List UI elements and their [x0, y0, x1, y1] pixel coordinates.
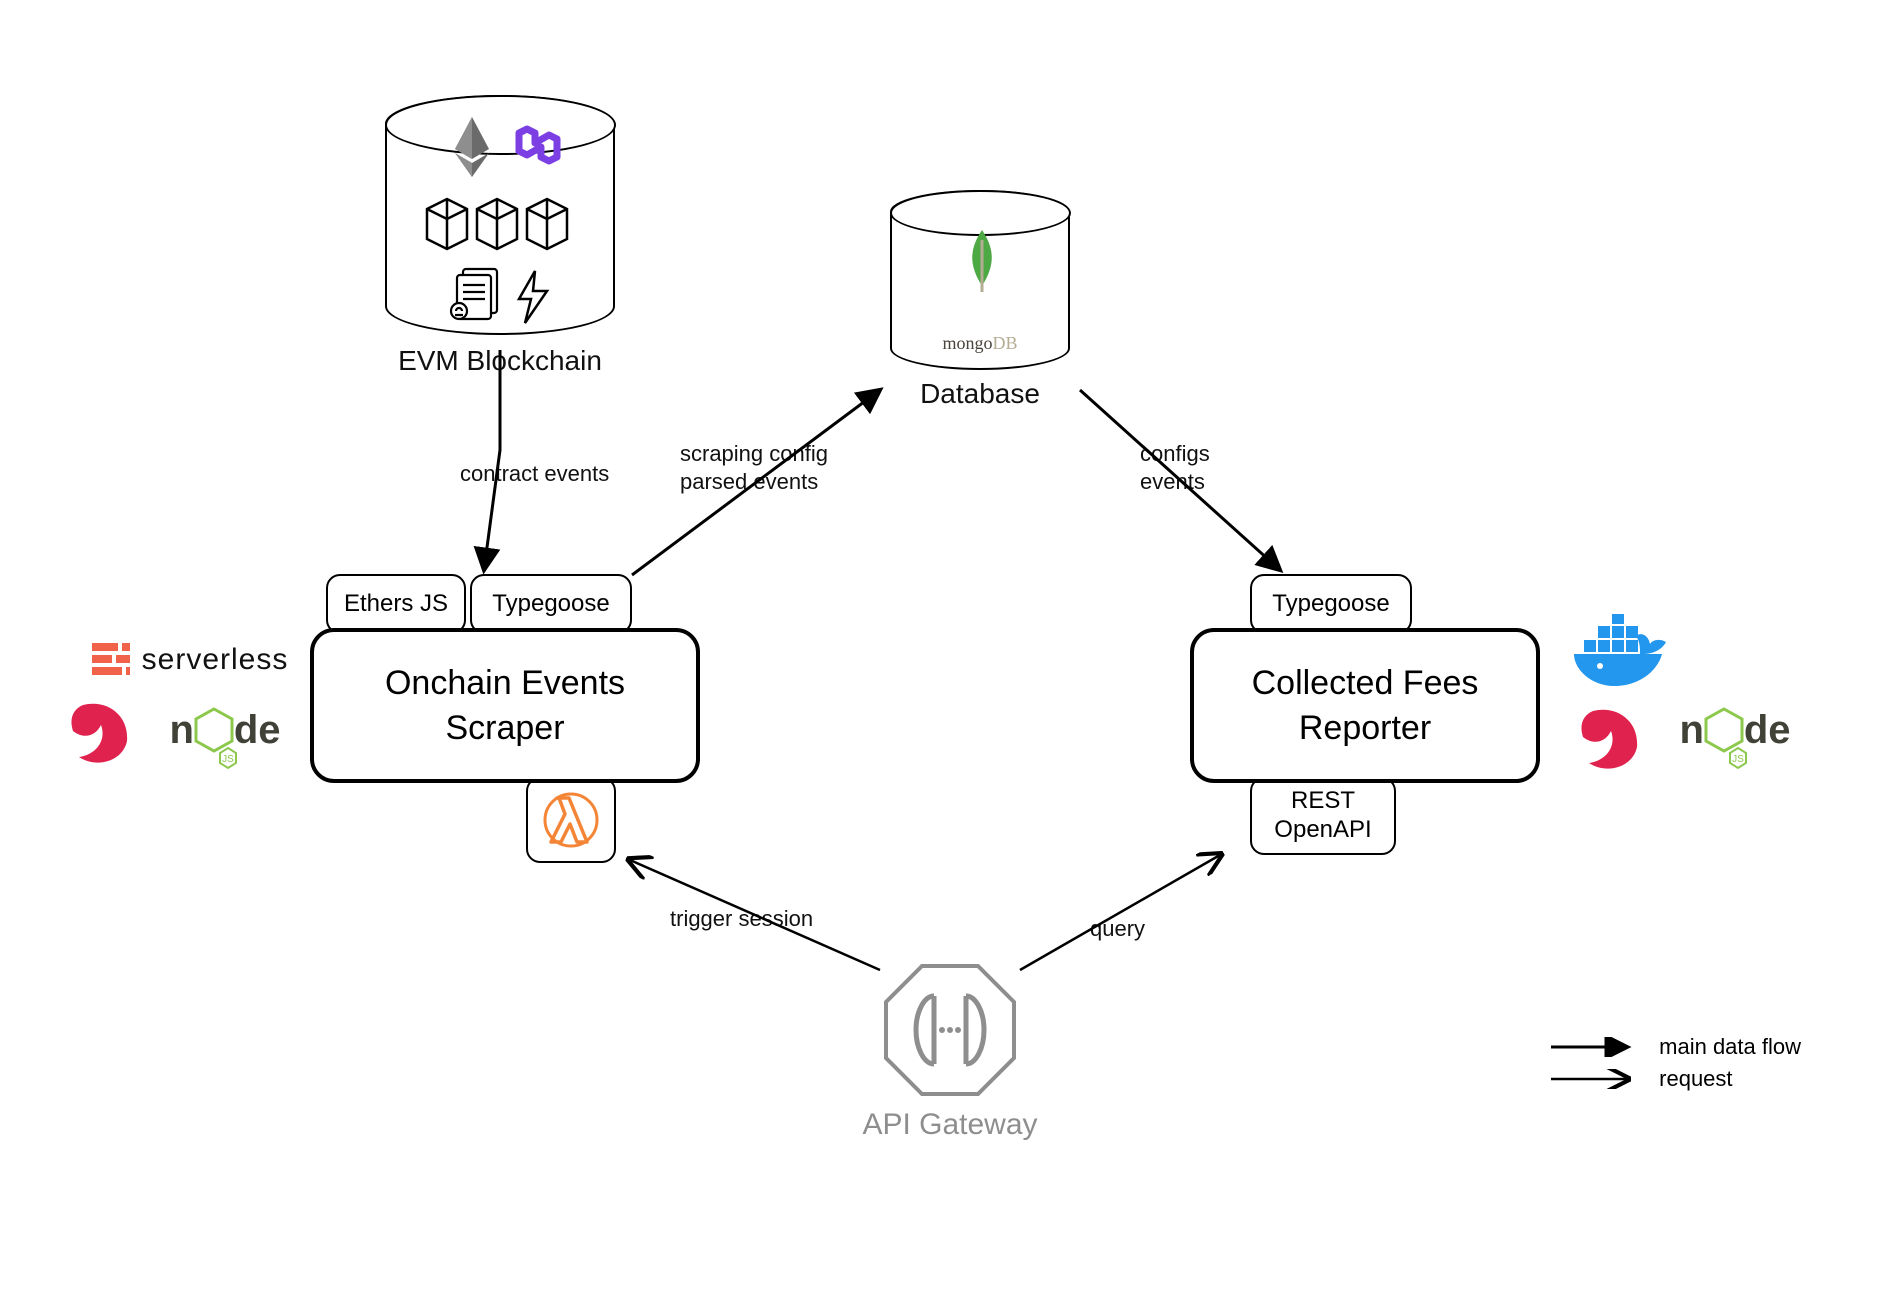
edges-layer — [0, 0, 1881, 1308]
tab-typegoose-reporter: Typegoose — [1250, 574, 1412, 634]
edge-1 — [632, 390, 880, 575]
tab-lambda — [526, 777, 616, 863]
scraper-title-l1: Onchain Events — [385, 661, 625, 705]
edge-2 — [1080, 390, 1280, 570]
tab-ethersjs: Ethers JS — [326, 574, 466, 634]
aws-lambda-icon — [543, 792, 599, 848]
diagram-canvas: EVM Blockchain mongoDB Database Ethers J… — [0, 0, 1881, 1308]
tab-typegoose-scraper: Typegoose — [470, 574, 632, 634]
tab-rest-openapi: REST OpenAPI — [1250, 777, 1396, 855]
scraper-title-l2: Scraper — [445, 706, 564, 750]
reporter-title-l2: Reporter — [1299, 706, 1431, 750]
edge-4 — [1020, 855, 1220, 970]
node-reporter: Collected Fees Reporter — [1190, 628, 1540, 783]
node-scraper: Onchain Events Scraper — [310, 628, 700, 783]
edge-3 — [630, 860, 880, 970]
edge-0 — [484, 350, 500, 570]
reporter-title-l1: Collected Fees — [1252, 661, 1479, 705]
